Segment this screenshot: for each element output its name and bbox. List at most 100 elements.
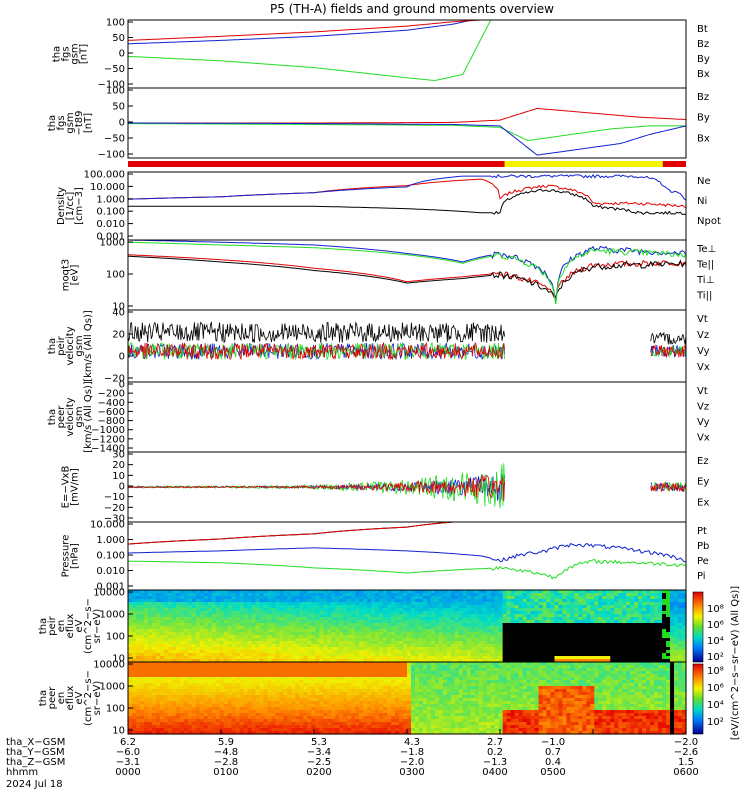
spectrogram-cell xyxy=(418,593,424,597)
spectrogram-cell xyxy=(315,707,320,711)
spectrogram-cell xyxy=(135,647,141,651)
spectrogram-cell xyxy=(223,707,229,711)
spectrogram-cell xyxy=(199,683,205,687)
spectrogram-cell xyxy=(231,698,237,702)
spectrogram-cell xyxy=(223,602,229,606)
spectrogram-cell xyxy=(331,620,336,624)
spectrogram-cell xyxy=(666,647,671,651)
spectrogram-cell xyxy=(351,647,356,651)
spectrogram-cell xyxy=(355,611,360,615)
y-label-line: tha xyxy=(52,46,63,62)
spectrogram-cell xyxy=(502,644,508,648)
spectrogram-cell xyxy=(510,590,516,594)
spectrogram-cell xyxy=(339,623,344,627)
spectrogram-cell xyxy=(191,650,197,654)
spectrogram-cell xyxy=(375,641,380,645)
spectrogram-cell xyxy=(171,659,177,663)
spectrogram-cell xyxy=(574,638,579,642)
spectrogram-cell xyxy=(434,626,440,630)
spectrogram-cell xyxy=(526,644,532,648)
spectrogram-cell xyxy=(191,707,197,711)
spectrogram-cell xyxy=(315,716,320,720)
spectrogram-cell xyxy=(355,647,360,651)
spectrogram-cell xyxy=(283,665,289,669)
spectrogram-cell xyxy=(223,641,229,645)
spectrogram-cell xyxy=(287,695,293,699)
spectrogram-cell xyxy=(602,614,607,618)
spectrogram-cell xyxy=(131,623,137,627)
spectrogram-cell xyxy=(371,611,376,615)
spectrogram-cell xyxy=(259,635,265,639)
spectrogram-cell xyxy=(167,701,173,705)
spectrogram-cell xyxy=(474,605,480,609)
spectrogram-cell xyxy=(227,665,233,669)
spectrogram-cell xyxy=(159,632,165,636)
spectrogram-cell xyxy=(331,725,336,729)
spectrogram-cell xyxy=(371,656,376,660)
spectrogram-cell xyxy=(610,629,615,633)
spectrogram-cell xyxy=(494,629,500,633)
spectrogram-cell xyxy=(466,641,472,645)
spectrogram-cell xyxy=(275,614,281,618)
spectrogram-cell xyxy=(558,632,564,636)
spectrogram-cell xyxy=(159,680,165,684)
spectrogram-cell xyxy=(407,635,412,639)
spectrogram-cell xyxy=(263,704,269,708)
spectrogram-cell xyxy=(618,635,623,639)
spectrogram-cell xyxy=(179,614,185,618)
spectrogram-cell xyxy=(315,596,320,600)
spectrogram-cell xyxy=(570,629,575,633)
spectrogram-cell xyxy=(287,599,293,603)
spectrogram-cell xyxy=(191,659,197,663)
spectrogram-cell xyxy=(135,596,141,600)
spectrogram-cell xyxy=(247,665,253,669)
spectrogram-cell xyxy=(343,686,348,690)
spectrogram-cell xyxy=(606,629,611,633)
spectrogram-cell xyxy=(327,698,332,702)
spectrogram-cell xyxy=(646,635,651,639)
spectrogram-cell xyxy=(498,647,504,651)
spectrogram-cell xyxy=(319,710,324,714)
spectrogram-cell xyxy=(163,629,169,633)
spectrogram-cell xyxy=(379,623,384,627)
spectrogram-cell xyxy=(442,650,448,654)
spectrogram-cell xyxy=(502,614,508,618)
spectrogram-cell xyxy=(259,725,265,729)
spectrogram-cell xyxy=(335,671,340,675)
spectrogram-cell xyxy=(135,680,141,684)
spectrogram-cell xyxy=(203,686,209,690)
spectrogram-cell xyxy=(271,593,277,597)
spectrogram-cell xyxy=(642,608,647,612)
spectrogram-cell xyxy=(343,683,348,687)
spectrogram-cell xyxy=(235,593,241,597)
spectrogram-cell xyxy=(610,611,615,615)
spectrogram-cell xyxy=(594,632,599,636)
spectrogram-cell xyxy=(534,644,540,648)
spectrogram-cell xyxy=(426,656,432,660)
spectrogram-cell xyxy=(590,623,595,627)
spectrogram-cell xyxy=(295,725,300,729)
spectrogram-cell xyxy=(255,707,261,711)
spectrogram-cell xyxy=(630,644,635,648)
spectrogram-cell xyxy=(618,611,623,615)
spectrogram-cell xyxy=(271,674,277,678)
spectrogram-cell xyxy=(231,629,237,633)
spectrogram-cell xyxy=(510,656,516,660)
spectrogram-cell xyxy=(243,707,249,711)
spectrogram-cell xyxy=(323,629,328,633)
spectrogram-cell xyxy=(155,695,161,699)
spectrogram-cell xyxy=(355,686,360,690)
spectrogram-cell xyxy=(646,596,651,600)
spectrogram-cell xyxy=(514,620,520,624)
spectrogram-cell xyxy=(239,704,245,708)
spectrogram-cell xyxy=(323,725,328,729)
spectrogram-cell xyxy=(335,725,340,729)
spectrogram-cell xyxy=(474,626,480,630)
spectrogram-cell xyxy=(163,710,169,714)
spectrogram-cell xyxy=(430,644,436,648)
spectrogram-cell xyxy=(295,719,300,723)
spectrogram-cell xyxy=(650,593,655,597)
spectrogram-cell xyxy=(135,677,141,681)
spectrogram-cell xyxy=(159,650,165,654)
spectrogram-cell xyxy=(175,650,181,654)
